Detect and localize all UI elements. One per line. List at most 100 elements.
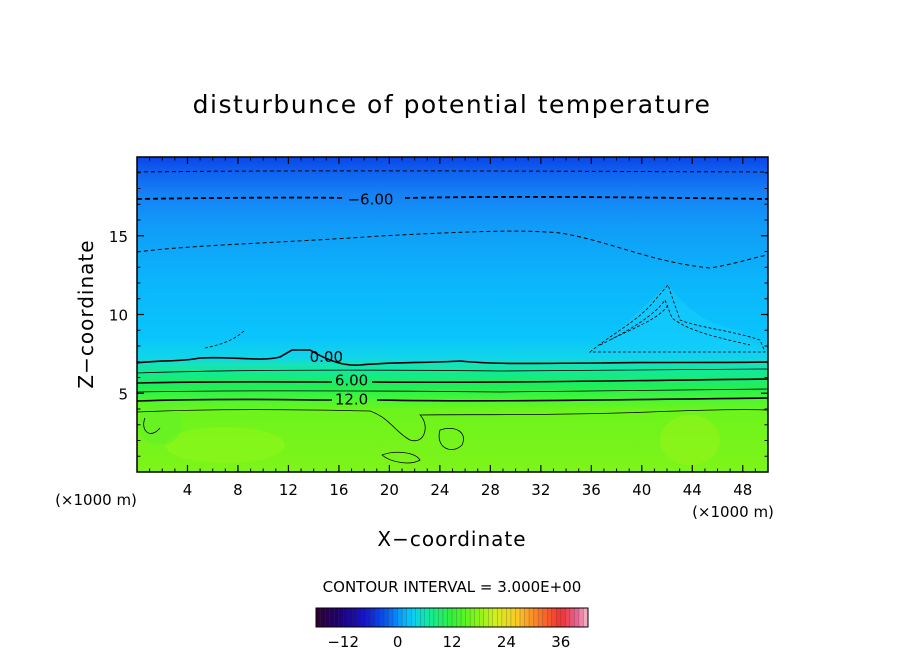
contour-line [204,304,669,349]
y-tick-label: 15 [109,228,128,246]
colorbar-swatch [334,608,339,627]
colorbar-tick-label: 0 [393,633,403,651]
tick-marks [137,157,768,472]
colorbar-swatch [515,608,521,627]
colorbar-swatch [488,608,494,627]
x-tick-label: 28 [481,481,500,499]
x-tick-label: 16 [329,481,348,499]
warm-blob [138,405,182,445]
warm-blob [165,427,285,463]
colorbar-swatch [465,608,471,627]
x-tick-label: 24 [430,481,449,499]
colorbar-swatch [415,608,421,627]
contour-line [136,409,769,442]
x-tick-label: 40 [632,481,651,499]
colorbar-swatch [492,608,498,627]
contour-line [136,230,769,269]
contour-label: 6.00 [335,372,368,390]
contour-line [136,388,769,393]
warm-blob [660,415,720,465]
colorbar-swatch [583,608,589,627]
colorbar-swatch [510,608,516,627]
x-unit-label-right: (×1000 m) [692,503,774,521]
x-tick-label: 8 [233,481,243,499]
contour-line [136,196,769,200]
colorbar-swatch [497,608,503,627]
colorbar-swatch [524,608,530,627]
colorbar-swatch [352,608,358,627]
colorbar-swatch [547,608,553,627]
colorbar-swatch [470,608,475,627]
colorbar-swatch [538,608,543,627]
x-unit-label: (×1000 m) [55,491,137,509]
colorbar-swatch [406,608,412,627]
contour-interval: CONTOUR INTERVAL = 3.000E+00 [323,578,582,596]
colorbar-swatch [393,608,398,627]
colorbar-swatch [388,608,394,627]
colorbar-swatch [565,608,571,627]
colorbar-swatch [456,608,462,627]
colorbar-swatch [361,608,367,627]
contour-line [136,349,769,366]
contour-line [136,378,769,384]
colorbar-tick-label: 24 [497,633,516,651]
colorbar-swatch [520,608,525,627]
x-axis-label: X−coordinate [377,527,526,551]
contour-line [599,299,751,346]
colorbar-swatch [501,608,507,627]
colorbar-swatch [556,608,562,627]
colorbar-swatch [424,608,430,627]
colorbar-swatch [411,608,417,627]
colorbar-frame [315,607,589,628]
colorbar-swatch [420,608,426,627]
colorbar-swatch [483,608,489,627]
x-tick-labels: 4 8 12 16 20 24 28 32 36 40 44 48 [183,481,753,499]
colorbar-swatch [447,608,453,627]
colorbar-swatch [569,608,575,627]
colorbar-tick-labels: −12 0 12 24 36 [327,633,570,651]
colorbar-swatch [479,608,485,627]
colorbar-swatch [397,608,403,627]
colorbar-tick-label: 12 [442,633,461,651]
colorbar-swatch [574,608,580,627]
x-tick-label: 44 [683,481,702,499]
colorbar-swatch [365,608,371,627]
y-axis-label: Z−coordinate [74,239,98,388]
colorbar-swatch [402,608,407,627]
contour-line [136,368,769,374]
colorbar-swatch [560,608,566,627]
x-tick-label: 32 [531,481,550,499]
colorbar-swatch [506,608,512,627]
colorbar-swatch [438,608,444,627]
colorbar-swatch [433,608,439,627]
x-tick-label: 12 [279,481,298,499]
colorbar-swatch [316,608,321,627]
contour-line [588,284,766,353]
colorbar-swatch [370,608,376,627]
chart-title: disturbunce of potential temperature [193,90,712,119]
contour-line [136,397,769,402]
colorbar-swatch [384,608,389,627]
x-tick-label: 4 [183,481,193,499]
y-tick-label: 5 [118,385,128,403]
colorbar-swatch [529,608,534,627]
contour-label: −6.00 [347,191,393,209]
contour-line [143,417,161,434]
colorbar-swatch [461,608,466,627]
x-tick-label: 20 [380,481,399,499]
colorbar-swatch [578,608,584,627]
x-tick-label: 36 [582,481,601,499]
colorbar-swatch [325,608,330,627]
x-tick-label: 48 [733,481,752,499]
colorbar-swatch [320,608,326,627]
colorbar [315,607,589,628]
contour-label: 0.00 [310,348,343,366]
contour-line [136,170,769,173]
colorbar-swatch [429,608,435,627]
colorbar-tick-label: −12 [327,633,359,651]
colorbar-swatch [542,608,548,627]
colorbar-swatch [356,608,362,627]
